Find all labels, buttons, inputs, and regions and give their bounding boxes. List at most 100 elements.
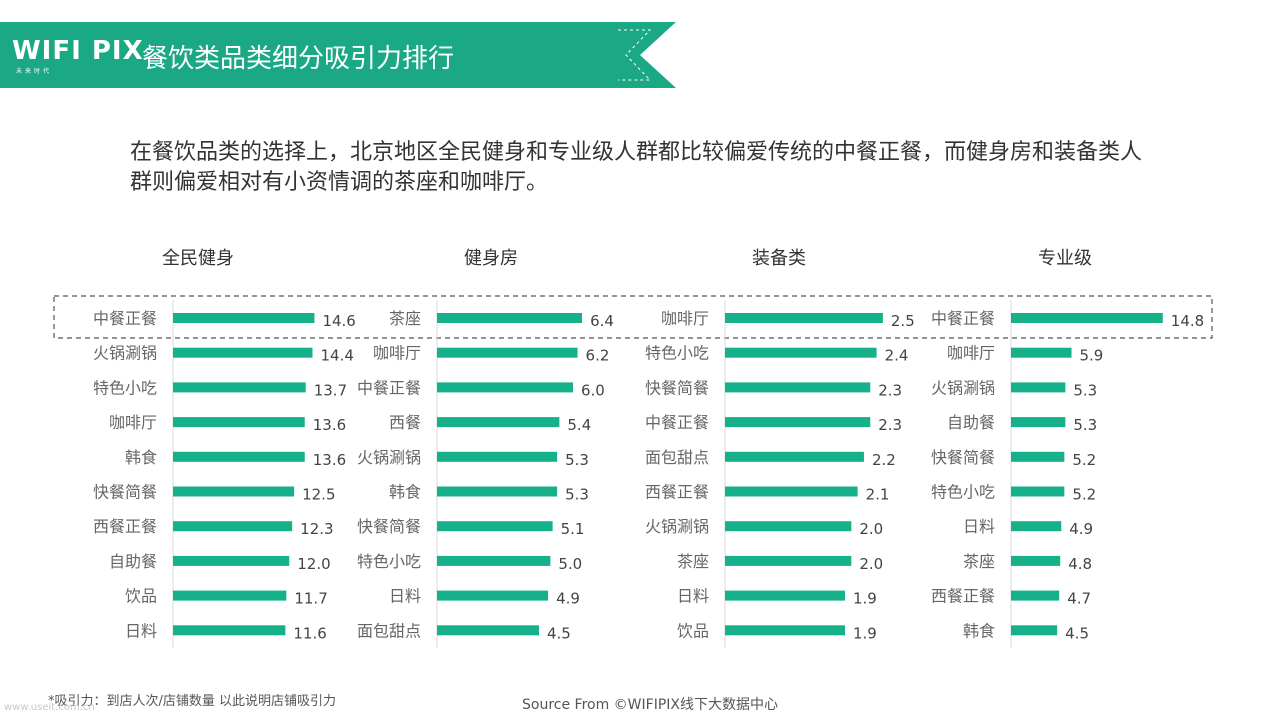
category-label: 咖啡厅 bbox=[109, 413, 157, 432]
value-label: 5.0 bbox=[558, 555, 582, 573]
panel-title-all: 全民健身 bbox=[162, 248, 234, 269]
bar bbox=[725, 590, 845, 601]
value-label: 2.5 bbox=[891, 312, 915, 330]
category-label: 咖啡厅 bbox=[661, 309, 709, 328]
bar bbox=[725, 382, 871, 393]
bar bbox=[1011, 521, 1062, 532]
value-label: 4.9 bbox=[556, 590, 580, 608]
category-label: 特色小吃 bbox=[931, 483, 995, 502]
wifipix-logo: WIFI PIX bbox=[12, 36, 144, 66]
value-label: 13.7 bbox=[314, 381, 347, 399]
banner-shape bbox=[0, 22, 676, 88]
bar bbox=[1011, 417, 1066, 428]
bar bbox=[437, 451, 558, 462]
footnote: *吸引力：到店人次/店铺数量 以此说明店铺吸引力 bbox=[48, 694, 337, 709]
category-label: 特色小吃 bbox=[357, 552, 421, 571]
source-note: Source From ©WIFIPIX线下大数据中心 bbox=[522, 697, 778, 713]
bar bbox=[725, 521, 852, 532]
value-label: 6.0 bbox=[581, 381, 605, 399]
category-label: 茶座 bbox=[963, 552, 995, 571]
value-label: 2.4 bbox=[885, 347, 909, 365]
category-label: 咖啡厅 bbox=[947, 344, 995, 363]
value-label: 4.8 bbox=[1068, 555, 1092, 573]
bar bbox=[437, 417, 560, 428]
category-label: 韩食 bbox=[389, 483, 421, 502]
category-label: 火锅涮锅 bbox=[645, 517, 709, 536]
value-label: 2.0 bbox=[859, 520, 883, 538]
bar bbox=[1011, 347, 1072, 358]
value-label: 12.5 bbox=[302, 486, 335, 504]
category-label: 西餐 bbox=[389, 413, 421, 432]
bar bbox=[725, 555, 852, 566]
value-label: 6.2 bbox=[586, 347, 610, 365]
category-label: 中餐正餐 bbox=[93, 309, 157, 328]
bar bbox=[173, 347, 313, 358]
bar bbox=[437, 313, 583, 323]
value-label: 11.7 bbox=[294, 590, 327, 608]
bar bbox=[173, 313, 315, 323]
bar bbox=[725, 451, 864, 462]
bar bbox=[1011, 451, 1065, 462]
page-title: 餐饮类品类细分吸引力排行 bbox=[142, 44, 455, 74]
category-label: 中餐正餐 bbox=[645, 413, 709, 432]
category-label: 日料 bbox=[677, 587, 709, 606]
value-label: 2.0 bbox=[859, 555, 883, 573]
category-label: 韩食 bbox=[125, 448, 157, 467]
category-label: 快餐简餐 bbox=[93, 483, 157, 502]
category-label: 火锅涮锅 bbox=[357, 448, 421, 467]
bar bbox=[173, 486, 295, 497]
value-label: 13.6 bbox=[313, 416, 346, 434]
category-label: 火锅涮锅 bbox=[93, 344, 157, 363]
value-label: 14.4 bbox=[321, 347, 354, 365]
category-label: 日料 bbox=[125, 621, 157, 640]
value-label: 5.2 bbox=[1072, 451, 1096, 469]
category-label: 茶座 bbox=[677, 552, 709, 571]
bar bbox=[725, 347, 877, 358]
bar bbox=[437, 590, 549, 601]
value-label: 2.2 bbox=[872, 451, 896, 469]
value-label: 5.1 bbox=[561, 520, 585, 538]
bar bbox=[437, 625, 539, 636]
value-label: 5.3 bbox=[1073, 381, 1097, 399]
category-label: 快餐简餐 bbox=[645, 378, 709, 397]
category-label: 韩食 bbox=[963, 621, 995, 640]
value-label: 14.6 bbox=[322, 312, 355, 330]
bar bbox=[437, 382, 573, 393]
bar bbox=[1011, 382, 1066, 393]
header-banner bbox=[0, 22, 680, 88]
value-label: 1.9 bbox=[853, 590, 877, 608]
value-label: 5.3 bbox=[565, 486, 589, 504]
category-label: 日料 bbox=[963, 517, 995, 536]
bar bbox=[173, 451, 305, 462]
bar bbox=[173, 590, 287, 601]
category-label: 西餐正餐 bbox=[93, 517, 157, 536]
bar bbox=[437, 347, 578, 358]
category-label: 快餐简餐 bbox=[357, 517, 421, 536]
top-rank-highlight-box bbox=[53, 295, 1213, 339]
value-label: 5.2 bbox=[1072, 486, 1096, 504]
bar bbox=[173, 417, 305, 428]
bar bbox=[173, 521, 293, 532]
category-label: 火锅涮锅 bbox=[931, 378, 995, 397]
category-label: 西餐正餐 bbox=[645, 483, 709, 502]
category-label: 自助餐 bbox=[947, 413, 995, 432]
value-label: 11.6 bbox=[293, 624, 326, 642]
bar bbox=[1011, 590, 1060, 601]
value-label: 6.4 bbox=[590, 312, 614, 330]
value-label: 12.3 bbox=[300, 520, 333, 538]
value-label: 1.9 bbox=[853, 624, 877, 642]
value-label: 13.6 bbox=[313, 451, 346, 469]
bar bbox=[725, 486, 858, 497]
category-label: 快餐简餐 bbox=[931, 448, 995, 467]
summary-text: 在餐饮品类的选择上，北京地区全民健身和专业级人群都比较偏爱传统的中餐正餐，而健身… bbox=[130, 140, 1143, 195]
panel-title-gym: 健身房 bbox=[464, 248, 518, 269]
value-label: 5.3 bbox=[1073, 416, 1097, 434]
bar bbox=[437, 521, 553, 532]
category-label: 茶座 bbox=[389, 309, 421, 328]
category-label: 中餐正餐 bbox=[931, 309, 995, 328]
value-label: 5.3 bbox=[565, 451, 589, 469]
panel-title-equipment: 装备类 bbox=[752, 248, 806, 269]
category-label: 西餐正餐 bbox=[931, 587, 995, 606]
value-label: 5.4 bbox=[567, 416, 591, 434]
